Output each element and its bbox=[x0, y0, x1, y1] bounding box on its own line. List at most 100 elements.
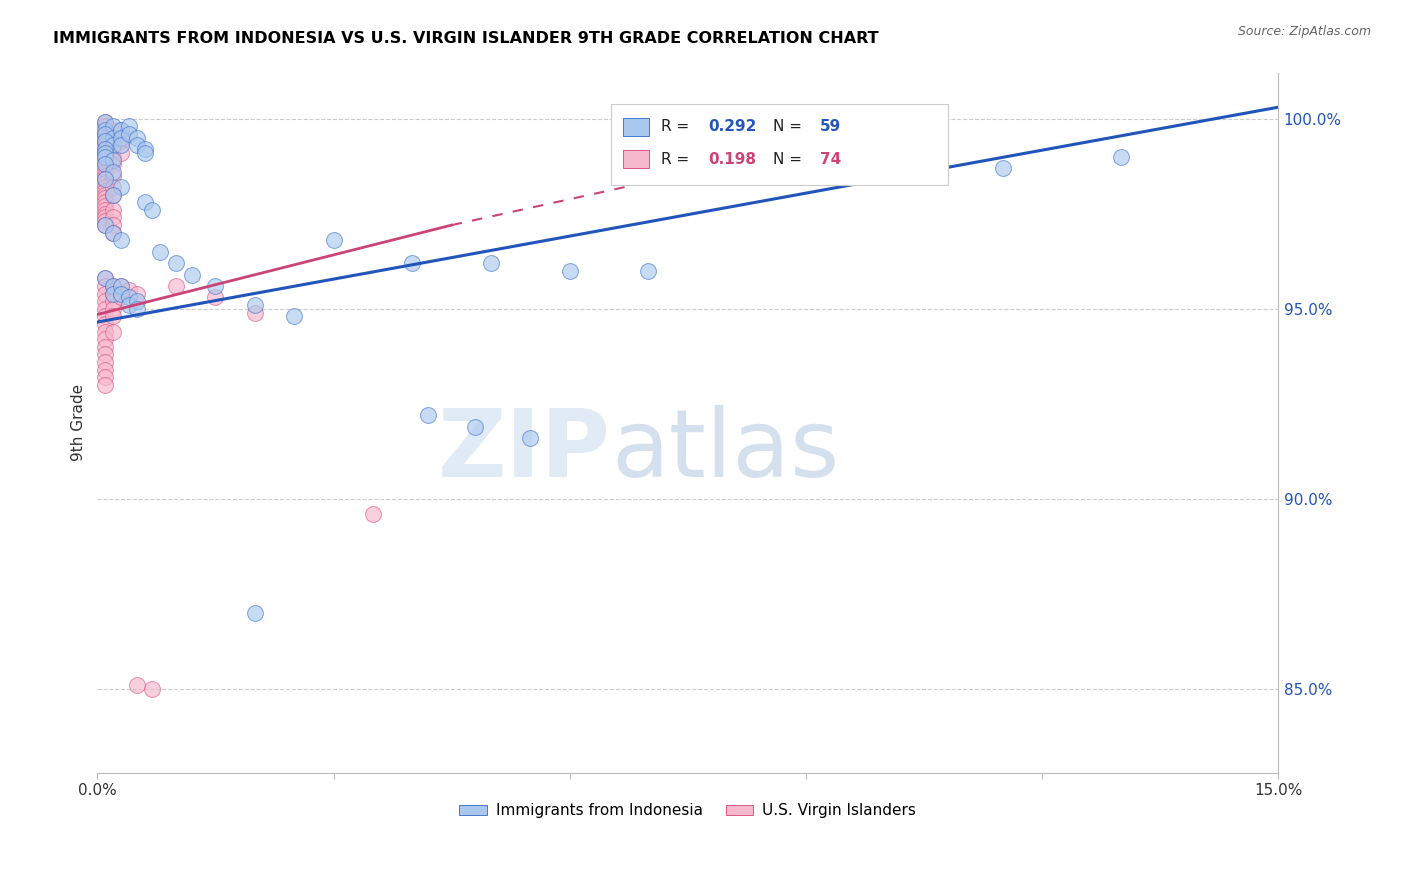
Point bbox=[283, 310, 305, 324]
Point bbox=[94, 214, 117, 228]
Point bbox=[94, 279, 117, 293]
Point bbox=[94, 180, 117, 194]
Point bbox=[94, 211, 117, 225]
Point bbox=[94, 301, 117, 316]
Text: Source: ZipAtlas.com: Source: ZipAtlas.com bbox=[1237, 25, 1371, 38]
Point bbox=[94, 138, 117, 153]
Point bbox=[637, 264, 659, 278]
Point bbox=[94, 161, 117, 175]
Point bbox=[118, 298, 141, 312]
Point bbox=[416, 409, 439, 423]
Point bbox=[110, 130, 132, 145]
Point bbox=[101, 169, 124, 183]
Point bbox=[94, 142, 117, 156]
Point bbox=[322, 233, 344, 247]
Point bbox=[94, 192, 117, 206]
Point bbox=[101, 325, 124, 339]
Point bbox=[125, 286, 148, 301]
Point bbox=[94, 187, 117, 202]
Text: R =: R = bbox=[661, 120, 693, 135]
Point bbox=[94, 340, 117, 354]
Point bbox=[94, 317, 117, 331]
Point bbox=[94, 184, 117, 198]
Point bbox=[101, 120, 124, 134]
Point bbox=[94, 150, 117, 164]
FancyBboxPatch shape bbox=[612, 104, 948, 185]
Point bbox=[94, 150, 117, 164]
FancyBboxPatch shape bbox=[623, 151, 648, 168]
Point bbox=[118, 127, 141, 141]
Legend: Immigrants from Indonesia, U.S. Virgin Islanders: Immigrants from Indonesia, U.S. Virgin I… bbox=[453, 797, 922, 824]
Point bbox=[110, 138, 132, 153]
Point bbox=[101, 142, 124, 156]
Point bbox=[94, 377, 117, 392]
Point bbox=[101, 226, 124, 240]
Point bbox=[94, 157, 117, 171]
Point bbox=[94, 294, 117, 309]
Point bbox=[110, 123, 132, 137]
Point bbox=[110, 279, 132, 293]
Text: IMMIGRANTS FROM INDONESIA VS U.S. VIRGIN ISLANDER 9TH GRADE CORRELATION CHART: IMMIGRANTS FROM INDONESIA VS U.S. VIRGIN… bbox=[53, 31, 879, 46]
Point bbox=[125, 130, 148, 145]
Point bbox=[243, 606, 266, 620]
Point bbox=[94, 218, 117, 232]
Point bbox=[110, 290, 132, 304]
Point bbox=[125, 678, 148, 692]
Point bbox=[118, 120, 141, 134]
Point bbox=[94, 169, 117, 183]
Point bbox=[243, 305, 266, 319]
Point bbox=[134, 142, 156, 156]
Point bbox=[94, 176, 117, 190]
Point bbox=[94, 120, 117, 134]
Point bbox=[204, 279, 226, 293]
Point bbox=[125, 294, 148, 309]
Text: 74: 74 bbox=[820, 152, 841, 167]
Point bbox=[101, 286, 124, 301]
Point bbox=[101, 150, 124, 164]
Point bbox=[94, 115, 117, 129]
Point bbox=[101, 211, 124, 225]
Point bbox=[149, 244, 172, 259]
Point bbox=[101, 301, 124, 316]
Text: atlas: atlas bbox=[612, 405, 839, 497]
Point bbox=[1109, 150, 1132, 164]
Point bbox=[204, 290, 226, 304]
Point bbox=[118, 283, 141, 297]
Point bbox=[94, 271, 117, 285]
Point bbox=[361, 507, 384, 521]
Point bbox=[101, 130, 124, 145]
Text: 0.292: 0.292 bbox=[707, 120, 756, 135]
Point bbox=[110, 286, 132, 301]
Text: ZIP: ZIP bbox=[439, 405, 612, 497]
Point bbox=[125, 301, 148, 316]
Point bbox=[94, 218, 117, 232]
Point bbox=[519, 431, 541, 445]
Point bbox=[94, 153, 117, 168]
Point bbox=[94, 157, 117, 171]
Point bbox=[94, 135, 117, 149]
Point bbox=[94, 286, 117, 301]
Y-axis label: 9th Grade: 9th Grade bbox=[72, 384, 86, 461]
Point bbox=[94, 207, 117, 221]
Point bbox=[118, 290, 141, 304]
Point bbox=[134, 195, 156, 210]
Point bbox=[180, 268, 202, 282]
Point bbox=[94, 135, 117, 149]
Point bbox=[110, 279, 132, 293]
Point bbox=[101, 279, 124, 293]
Point bbox=[94, 325, 117, 339]
Point bbox=[134, 145, 156, 160]
Point bbox=[101, 165, 124, 179]
Point bbox=[101, 202, 124, 217]
Point bbox=[94, 172, 117, 186]
Point bbox=[165, 256, 187, 270]
Point bbox=[94, 310, 117, 324]
Point bbox=[94, 130, 117, 145]
Point bbox=[94, 271, 117, 285]
Point bbox=[243, 298, 266, 312]
Point bbox=[94, 127, 117, 141]
Point bbox=[94, 202, 117, 217]
Point bbox=[141, 202, 163, 217]
Point bbox=[101, 157, 124, 171]
Point bbox=[401, 256, 423, 270]
